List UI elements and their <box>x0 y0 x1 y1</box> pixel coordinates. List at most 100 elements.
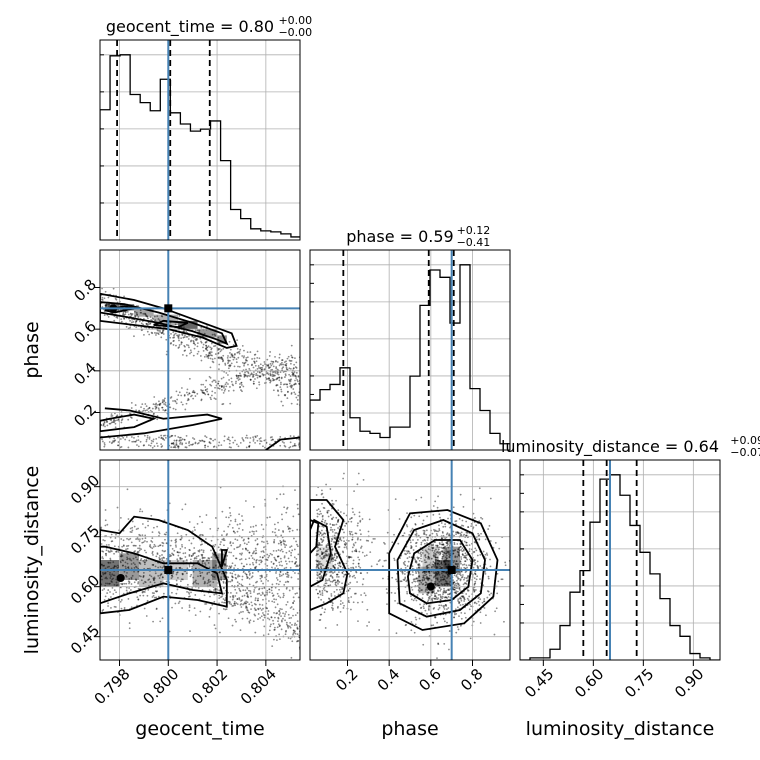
sample-point <box>161 544 164 547</box>
sample-point <box>410 629 413 632</box>
sample-point <box>345 522 348 525</box>
sample-point <box>239 386 241 389</box>
sample-point <box>413 631 416 634</box>
sample-point <box>305 357 307 359</box>
sample-point <box>151 550 154 553</box>
sample-point <box>221 534 223 537</box>
sample-point <box>251 358 253 360</box>
sample-point <box>446 583 449 586</box>
sample-point <box>138 549 141 552</box>
sample-point <box>435 566 438 569</box>
sample-point <box>296 640 299 642</box>
sample-point <box>222 347 225 350</box>
sample-point <box>158 403 160 406</box>
sample-point <box>200 340 202 343</box>
sample-point <box>122 311 125 314</box>
sample-point <box>164 397 166 400</box>
sample-point <box>217 336 220 339</box>
sample-point <box>105 304 108 307</box>
sample-point <box>290 384 293 387</box>
sample-point <box>422 575 425 578</box>
sample-point <box>208 352 211 355</box>
sample-point <box>256 370 259 373</box>
sample-point <box>434 595 437 598</box>
sample-point <box>433 566 436 568</box>
sample-point <box>459 572 462 574</box>
sample-point <box>222 580 225 583</box>
sample-point <box>129 537 132 540</box>
sample-point <box>446 544 449 547</box>
sample-point <box>457 548 460 550</box>
sample-point <box>459 579 462 582</box>
sample-point <box>316 564 319 566</box>
sample-point <box>442 555 445 557</box>
sample-point <box>157 575 160 577</box>
sample-point <box>187 344 190 347</box>
sample-point <box>280 390 283 393</box>
sample-point <box>395 632 398 635</box>
sample-point <box>276 372 279 375</box>
sample-point <box>330 570 333 573</box>
sample-point <box>290 385 293 388</box>
sample-point <box>454 591 457 594</box>
sample-point <box>337 540 340 543</box>
sample-point <box>414 533 417 536</box>
sample-point <box>317 566 320 568</box>
sample-point <box>292 608 295 611</box>
sample-point <box>153 315 156 318</box>
sample-point <box>437 559 439 562</box>
sample-point <box>396 580 399 583</box>
sample-point <box>422 593 424 596</box>
sample-point <box>228 506 231 509</box>
sample-point <box>458 546 461 549</box>
sample-point <box>302 551 304 553</box>
sample-point <box>426 593 428 596</box>
sample-point <box>238 350 241 353</box>
sample-point <box>164 401 167 404</box>
sample-point <box>427 555 430 558</box>
sample-point <box>220 349 223 351</box>
sample-point <box>437 643 440 645</box>
sample-point <box>428 557 431 560</box>
sample-point <box>489 565 492 568</box>
sample-point <box>125 548 127 551</box>
sample-point <box>468 564 470 567</box>
sample-point <box>480 516 482 519</box>
sample-point <box>452 506 455 509</box>
sample-point <box>463 533 466 536</box>
sample-point <box>274 558 277 561</box>
sample-point <box>248 557 251 560</box>
sample-point <box>442 605 445 607</box>
sample-point <box>264 363 266 365</box>
sample-point <box>293 624 296 626</box>
sample-point <box>326 522 329 525</box>
sample-point <box>207 355 210 358</box>
sample-point <box>248 551 251 554</box>
sample-point <box>206 390 209 393</box>
sample-point <box>406 584 409 587</box>
sample-point <box>447 560 450 563</box>
sample-point <box>335 581 338 584</box>
sample-point <box>256 599 259 602</box>
sample-point <box>282 540 285 543</box>
sample-point <box>425 576 428 578</box>
sample-point <box>194 556 196 559</box>
sample-point <box>386 552 389 554</box>
sample-point <box>263 361 266 363</box>
sample-point <box>442 606 445 609</box>
sample-point <box>210 351 213 354</box>
sample-point <box>456 550 459 553</box>
sample-point <box>266 553 269 556</box>
sample-point <box>177 554 180 557</box>
sample-point <box>218 571 221 574</box>
sample-point <box>327 515 330 518</box>
sample-point <box>338 561 341 564</box>
sample-point <box>281 550 284 553</box>
sample-point <box>476 564 479 567</box>
sample-point <box>258 442 261 445</box>
sample-point <box>331 580 334 583</box>
sample-point <box>444 545 446 548</box>
sample-point <box>438 551 441 554</box>
sample-point <box>231 354 234 357</box>
sample-point <box>456 531 459 534</box>
